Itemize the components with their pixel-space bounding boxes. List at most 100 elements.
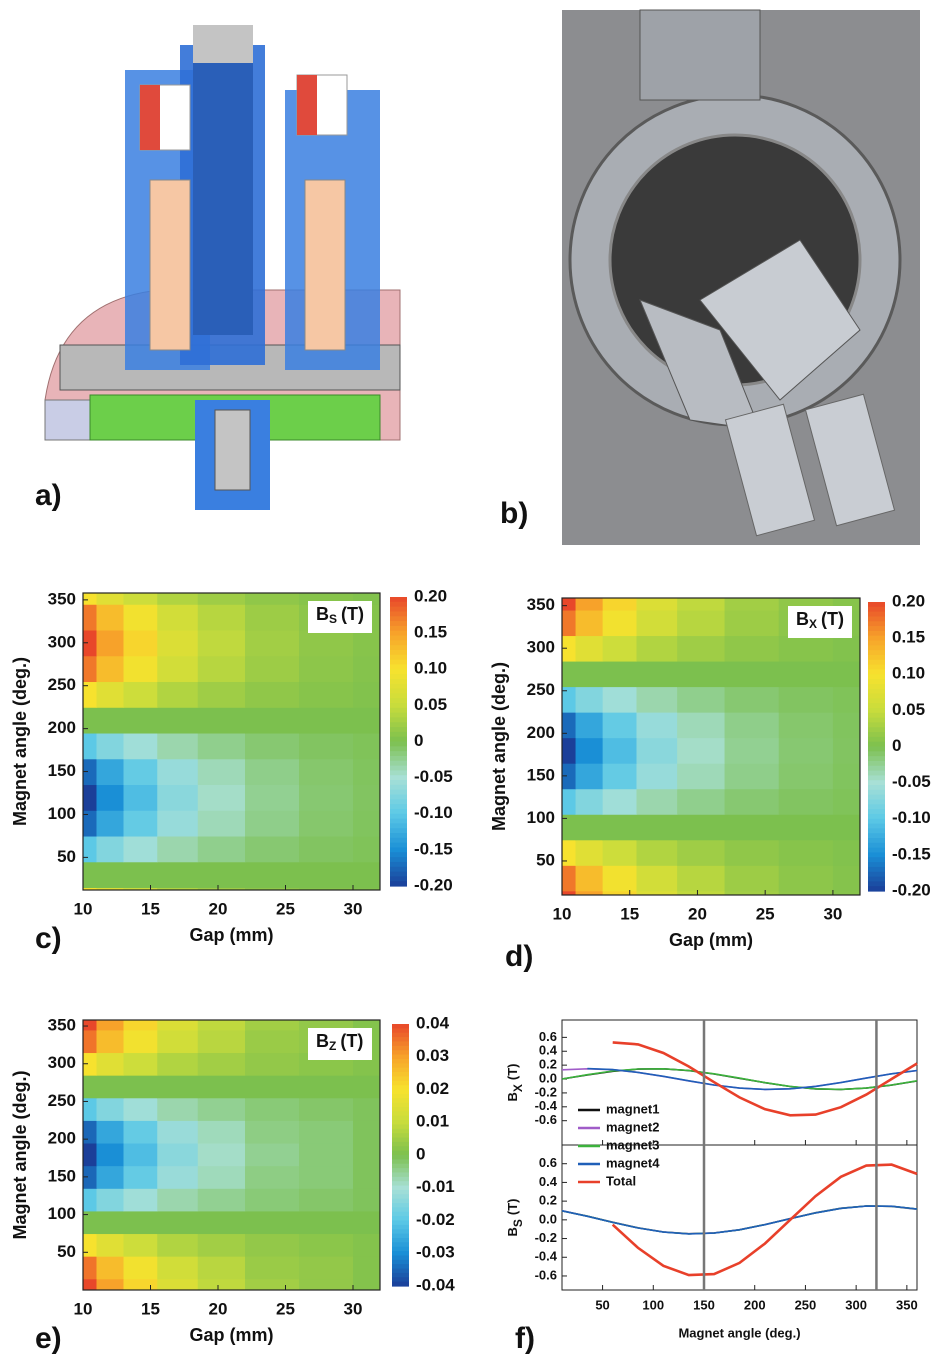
- colorbar-band: [390, 727, 407, 732]
- y-tick-label: 0.2: [539, 1057, 557, 1072]
- field-cell: [833, 763, 861, 789]
- y-tick-label: 50: [57, 847, 76, 866]
- colorbar-band: [392, 1159, 409, 1164]
- field-cell: [576, 738, 604, 764]
- colorbar-band: [392, 1111, 409, 1116]
- field-cell: [725, 814, 780, 840]
- colorbar-band: [392, 1046, 409, 1051]
- panel-label: b): [500, 497, 528, 530]
- y-tick-label: 0.2: [539, 1193, 557, 1208]
- field-cell: [245, 681, 300, 707]
- colorbar-band: [390, 732, 407, 737]
- field-cell: [353, 1075, 381, 1098]
- colorbar-band: [390, 804, 407, 809]
- series-line: [587, 1069, 917, 1090]
- field-cell: [353, 1233, 381, 1256]
- colorbar-tick-label: -0.15: [892, 844, 931, 863]
- field-cell: [677, 558, 725, 611]
- field-cell: [198, 630, 246, 656]
- field-cell: [779, 763, 834, 789]
- field-cell: [299, 553, 354, 605]
- field-cell: [124, 1143, 158, 1166]
- field-cell: [157, 759, 198, 785]
- field-cell: [157, 980, 198, 1030]
- field-cell: [83, 836, 97, 862]
- field-cell: [353, 1120, 381, 1143]
- colorbar-band: [390, 616, 407, 621]
- colorbar-band: [868, 732, 885, 737]
- colorbar-band: [390, 766, 407, 771]
- colorbar-band: [868, 852, 885, 857]
- field-cell: [637, 840, 678, 866]
- field-cell: [245, 810, 300, 836]
- field-cell: [83, 1188, 97, 1211]
- colorbar-tick-label: -0.05: [414, 767, 453, 786]
- field-cell: [353, 980, 381, 1030]
- field-cell: [157, 836, 198, 862]
- field-cell: [124, 1030, 158, 1053]
- y-axis-label: Magnet angle (deg.): [10, 657, 30, 826]
- field-cell: [353, 1098, 381, 1121]
- colorbar-band: [390, 650, 407, 655]
- field-cell: [637, 865, 678, 891]
- colorbar-band: [392, 1282, 409, 1287]
- colorbar-band: [392, 1186, 409, 1191]
- y-tick-label: 300: [48, 632, 76, 651]
- field-cell: [299, 681, 354, 707]
- field-cell: [603, 558, 637, 611]
- colorbar-band: [392, 1107, 409, 1112]
- x-axis-label: Gap (mm): [189, 1325, 273, 1345]
- y-tick-label: 250: [48, 1091, 76, 1110]
- field-cell: [353, 784, 381, 810]
- y-tick-label: 100: [48, 804, 76, 823]
- colorbar-band: [390, 746, 407, 751]
- x-tick-label: 250: [795, 1297, 817, 1312]
- field-cell: [198, 1166, 246, 1189]
- colorbar-tick-label: 0: [892, 736, 901, 755]
- y-tick-label: -0.4: [535, 1098, 558, 1113]
- field-cell: [779, 661, 834, 687]
- field-cell: [353, 733, 381, 759]
- field-cell: [97, 784, 125, 810]
- field-cell: [725, 738, 780, 764]
- field-cell: [677, 661, 725, 687]
- field-cell: [576, 763, 604, 789]
- colorbar-band: [868, 867, 885, 872]
- field-cell: [124, 1188, 158, 1211]
- field-cell: [353, 630, 381, 656]
- colorbar-band: [868, 689, 885, 694]
- colorbar-band: [868, 737, 885, 742]
- colorbar-tick-label: 0.20: [414, 586, 447, 605]
- y-tick-label: 0.4: [539, 1043, 558, 1058]
- y-tick-label: 0.0: [539, 1211, 557, 1226]
- field-cell: [725, 789, 780, 815]
- field-cell: [603, 610, 637, 636]
- colorbar-tick-label: 0.10: [892, 664, 925, 683]
- colorbar-band: [392, 1033, 409, 1038]
- field-cell: [97, 1256, 125, 1279]
- field-cell: [157, 1030, 198, 1053]
- field-cell: [157, 656, 198, 682]
- field-cell: [779, 687, 834, 713]
- colorbar-band: [392, 1068, 409, 1073]
- panel-label: c): [35, 922, 62, 955]
- field-cell: [198, 553, 246, 605]
- field-cell: [677, 635, 725, 661]
- field-cell: [124, 604, 158, 630]
- field-cell: [245, 1233, 300, 1256]
- field-cell: [198, 980, 246, 1030]
- colorbar-band: [868, 819, 885, 824]
- colorbar-band: [390, 645, 407, 650]
- field-cell: [97, 1143, 125, 1166]
- colorbar-band: [392, 1133, 409, 1138]
- colorbar-band: [868, 645, 885, 650]
- x-tick-label: 100: [642, 1297, 664, 1312]
- colorbar-band: [392, 1269, 409, 1274]
- colorbar-band: [390, 756, 407, 761]
- field-cell: [245, 836, 300, 862]
- field-cell: [245, 1030, 300, 1053]
- field-cell: [677, 687, 725, 713]
- field-cell: [157, 1098, 198, 1121]
- field-cell: [198, 1233, 246, 1256]
- field-cell: [198, 1256, 246, 1279]
